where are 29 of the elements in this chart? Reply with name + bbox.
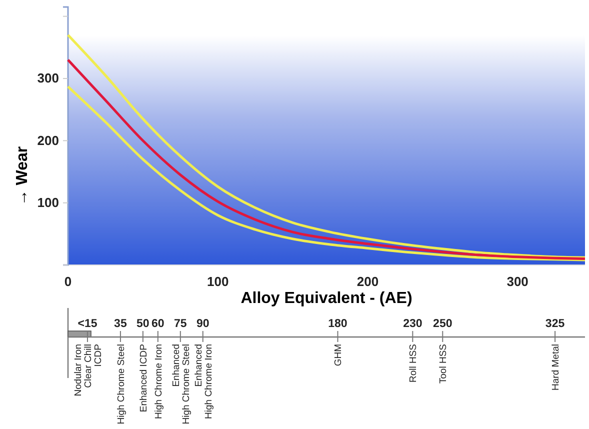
y-tick-label: 300	[37, 70, 59, 86]
x2-tick-label: 230	[403, 318, 422, 330]
text: Nodular Iron Clear Chill ICDP	[72, 344, 104, 396]
text: Enhanced ICDP	[138, 344, 150, 412]
y-axis-title: → Wear	[14, 146, 31, 206]
x-tick-label: 300	[506, 274, 528, 290]
x2-tick-label: <15	[78, 318, 98, 330]
x2-tick-label: 60	[152, 318, 164, 330]
x2-tick-label: 180	[328, 318, 348, 330]
x2-tick-label: 35	[114, 318, 128, 330]
x2-tick-label: 75	[174, 318, 188, 330]
x2-tick-label: 50	[136, 318, 150, 330]
y-tick-label: 100	[37, 194, 59, 210]
text: High Chrome Iron	[153, 344, 164, 419]
text: Enhanced High Chrome Iron	[193, 344, 214, 419]
text: Roll HSS	[408, 344, 420, 383]
x2-tick-label: 325	[545, 318, 566, 330]
x-axis-title: Alloy Equivalent - (AE)	[240, 290, 412, 307]
text: Hard Metal	[550, 344, 562, 390]
text: GHM	[333, 344, 344, 366]
x-tick-label: 0	[64, 274, 72, 290]
text: High Chrome Steel	[116, 344, 127, 424]
x2-tick-label: 90	[196, 318, 210, 330]
y-tick-label: 200	[37, 132, 59, 148]
x-tick-label: 200	[356, 274, 379, 290]
text: Enhanced High Chrome Steel	[170, 344, 192, 424]
text: Tool HSS	[438, 344, 450, 384]
x-tick-label: 100	[207, 274, 229, 290]
x2-tick-label: 250	[433, 318, 452, 330]
